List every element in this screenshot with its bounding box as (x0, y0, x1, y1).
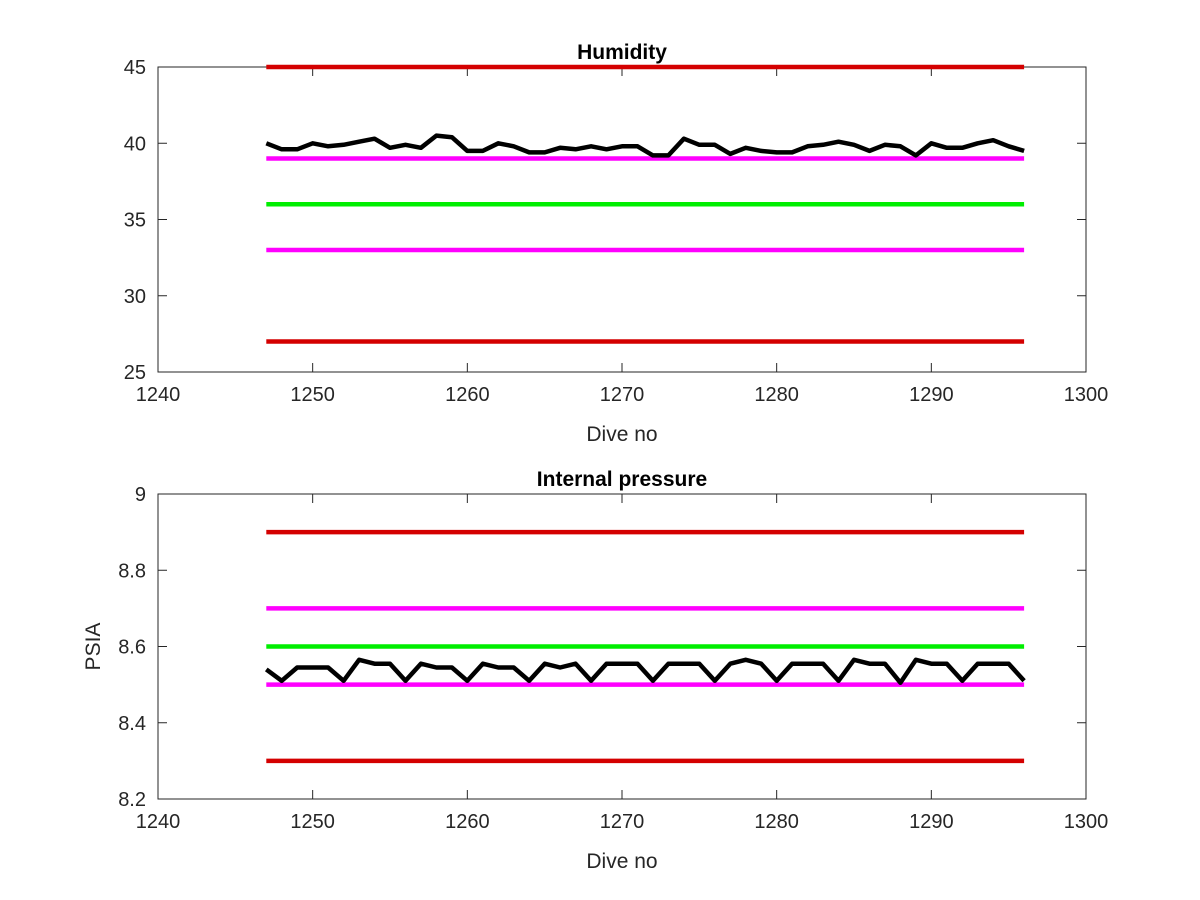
humidity-x-tick-label: 1280 (754, 384, 799, 406)
humidity-y-tick-label: 35 (124, 210, 146, 232)
humidity-x-tick-label: 1260 (445, 384, 490, 406)
pressure-x-tick-label: 1250 (290, 811, 335, 833)
pressure-x-tick-label: 1260 (445, 811, 490, 833)
humidity-series-line-5 (265, 133, 1025, 158)
pressure-y-tick-label: 8.8 (118, 560, 146, 582)
pressure-y-tick-label: 8.6 (118, 637, 146, 659)
pressure-x-tick-label: 1280 (754, 811, 799, 833)
humidity-y-tick-label: 25 (124, 362, 146, 384)
humidity-x-tick-label: 1300 (1064, 384, 1109, 406)
pressure-x-axis-label: Dive no (586, 850, 657, 873)
pressure-x-tick-label: 1290 (909, 811, 954, 833)
pressure-y-axis-label: PSIA (82, 623, 105, 671)
humidity-y-tick-label: 40 (124, 133, 146, 155)
humidity-x-tick-label: 1290 (909, 384, 954, 406)
pressure-chart-title: Internal pressure (537, 468, 707, 491)
pressure-y-tick-label: 8.4 (118, 713, 146, 735)
humidity-y-tick-label: 45 (124, 57, 146, 79)
humidity-axes: 1240 1250 1260 1270 1280 1290 1300 25 30 35 40 45 Hu… (124, 41, 1109, 446)
pressure-series-line-5 (264, 657, 1026, 685)
pressure-y-tick-label: 9 (135, 484, 146, 506)
humidity-chart-title: Humidity (577, 41, 667, 64)
humidity-y-tick-label: 30 (124, 286, 146, 308)
humidity-x-tick-label: 1240 (136, 384, 181, 406)
pressure-x-tick-label: 1300 (1064, 811, 1109, 833)
humidity-x-tick-label: 1270 (600, 384, 645, 406)
pressure-x-tick-label: 1240 (136, 811, 181, 833)
humidity-plot-area (157, 66, 1087, 373)
pressure-x-tick-label: 1270 (600, 811, 645, 833)
humidity-x-axis-label: Dive no (586, 423, 657, 446)
pressure-y-tick-label: 8.2 (118, 789, 146, 811)
internal-pressure-axes: 1240 1250 1260 1270 1280 1290 1300 8.2 8.4 8.6 8.8… (82, 468, 1108, 873)
humidity-x-tick-label: 1250 (290, 384, 335, 406)
